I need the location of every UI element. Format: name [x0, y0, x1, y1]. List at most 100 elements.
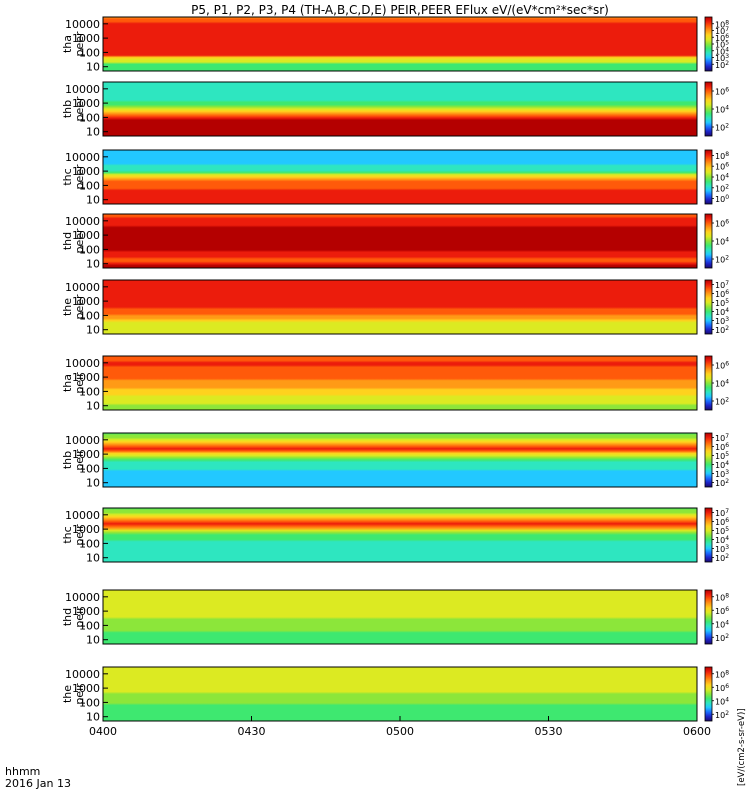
spectrogram-thd-peer	[103, 214, 697, 268]
panel-product-label: peer	[73, 96, 86, 122]
y-tick-label: 10	[86, 400, 100, 413]
x-axis-label-date: 2016 Jan 13	[5, 777, 71, 790]
colorbar-tick-label: 103	[715, 469, 729, 479]
colorbar-tick-label: 107	[715, 280, 729, 290]
colorbar-tick-label: 103	[715, 316, 729, 326]
spectrogram-thc-peir	[103, 508, 697, 562]
colorbar-thc-peir	[704, 507, 713, 563]
y-tick-label: 10	[86, 477, 100, 490]
y-tick-label: 100	[79, 696, 100, 709]
panel-probe-label: thc	[61, 526, 74, 543]
y-tick-label: 1000	[72, 605, 100, 618]
colorbar-tick-label: 102	[715, 325, 729, 335]
colorbar-tick-label: 106	[715, 33, 729, 43]
panel-frame	[102, 507, 698, 563]
panel-product-label: peer	[73, 228, 86, 254]
spectrogram-the-peer	[103, 280, 697, 334]
panel-product-label: peer	[73, 294, 86, 320]
colorbar-tick-label: 104	[715, 619, 729, 629]
x-tick-label: 0600	[683, 725, 711, 738]
spectrogram-thb-peir	[103, 433, 697, 487]
colorbar-tick-label: 106	[715, 606, 729, 616]
y-tick-label: 100	[79, 619, 100, 632]
y-tick-label: 10	[86, 61, 100, 74]
colorbar-tick-label: 104	[715, 173, 729, 183]
panel-probe-label: tha	[61, 374, 74, 392]
colorbar-tick-label: 102	[715, 397, 729, 407]
colorbar-thb-peir	[704, 432, 713, 488]
y-tick-label: 10	[86, 324, 100, 337]
colorbar-tick-label: 107	[715, 508, 729, 518]
y-tick-label: 100	[79, 46, 100, 59]
y-tick-label: 1000	[72, 32, 100, 45]
colorbar-tick-label: 106	[715, 289, 729, 299]
colorbar-thd-peer	[704, 213, 713, 269]
x-tick-label: 0530	[535, 725, 563, 738]
panel-probe-label: thd	[61, 608, 74, 626]
y-tick-label: 1000	[72, 295, 100, 308]
colorbar-tick-label: 102	[715, 60, 729, 70]
y-tick-label: 100	[79, 537, 100, 550]
colorbar-tick-label: 104	[715, 379, 729, 389]
colorbar-tick-label: 106	[715, 162, 729, 172]
panel-probe-label: thd	[61, 232, 74, 250]
panel-probe-label: thb	[61, 451, 74, 469]
panel-frame	[102, 589, 698, 645]
x-axis-label-hhmm: hhmm	[5, 765, 40, 778]
y-tick-label: 100	[79, 111, 100, 124]
colorbar-tick-label: 108	[715, 151, 729, 161]
spectrogram-tha-peir	[103, 356, 697, 410]
colorbar-tick-label: 105	[715, 526, 729, 536]
colorbar-tick-label: 106	[715, 683, 729, 693]
y-tick-label: 10000	[65, 591, 100, 604]
y-tick-label: 1000	[72, 97, 100, 110]
colorbar-tick-label: 107	[715, 433, 729, 443]
y-tick-label: 10	[86, 552, 100, 565]
colorbar-tick-label: 105	[715, 298, 729, 308]
y-tick-label: 1000	[72, 448, 100, 461]
colorbar-tick-label: 107	[715, 26, 729, 36]
y-tick-label: 100	[79, 309, 100, 322]
spectrogram-thd-peir	[103, 590, 697, 644]
panel-probe-label: thb	[61, 100, 74, 118]
colorbar-tick-label: 108	[715, 669, 729, 679]
panel-product-label: peer	[73, 164, 86, 190]
colorbar-tick-label: 100	[715, 194, 729, 204]
colorbar-tick-label: 108	[715, 19, 729, 29]
colorbar-tick-label: 102	[715, 183, 729, 193]
panel-product-label: peir	[73, 606, 86, 628]
colorbar-tha-peer	[704, 16, 713, 72]
colorbar-tick-label: 105	[715, 40, 729, 50]
y-tick-label: 10	[86, 194, 100, 207]
colorbar-thb-peer	[704, 81, 713, 137]
y-tick-label: 1000	[72, 371, 100, 384]
colorbar-tick-label: 102	[715, 553, 729, 563]
colorbar-thc-peer	[704, 149, 713, 205]
panel-frame	[102, 81, 698, 137]
y-tick-label: 10	[86, 126, 100, 139]
colorbar-tick-label: 102	[715, 633, 729, 643]
panel-frame	[102, 355, 698, 411]
colorbar-tick-label: 104	[715, 46, 729, 56]
panel-product-label: peir	[73, 683, 86, 705]
y-tick-label: 10000	[65, 357, 100, 370]
colorbar-tick-label: 102	[715, 123, 729, 133]
spectrogram-thc-peer	[103, 150, 697, 204]
colorbar-thd-peir	[704, 589, 713, 645]
panel-product-label: peer	[73, 31, 86, 57]
y-tick-label: 1000	[72, 523, 100, 536]
colorbar-tick-label: 103	[715, 53, 729, 63]
panel-probe-label: thc	[61, 168, 74, 185]
y-tick-label: 10	[86, 258, 100, 271]
y-tick-label: 10000	[65, 281, 100, 294]
colorbar-unit-label: [eV/(cm2-s-sr-eV)]	[737, 708, 747, 786]
y-tick-label: 10000	[65, 509, 100, 522]
colorbar-tick-label: 104	[715, 307, 729, 317]
panel-probe-label: the	[61, 298, 74, 316]
